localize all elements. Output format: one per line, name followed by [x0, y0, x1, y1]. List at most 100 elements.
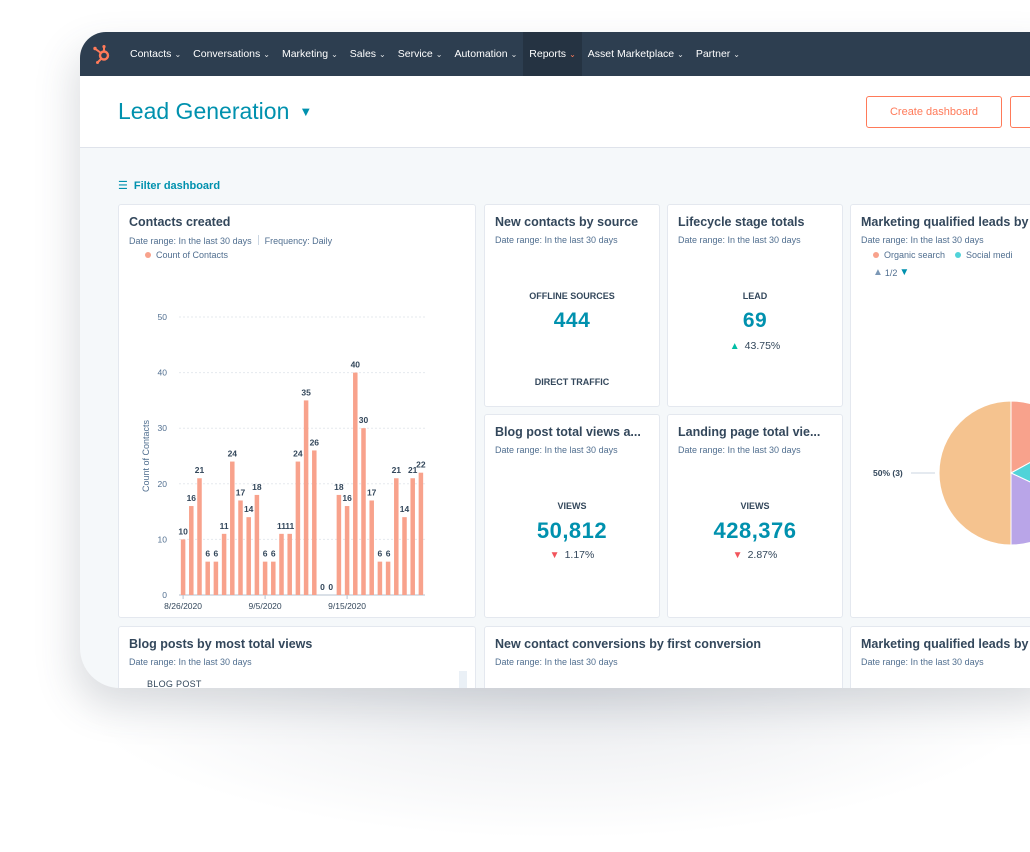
scrollbar[interactable]: [459, 671, 467, 688]
bar-value-label: 6: [378, 549, 383, 559]
bar: [361, 428, 366, 595]
nav-item-partner[interactable]: Partner ⌄: [690, 32, 746, 76]
nav-item-label: Marketing: [281, 48, 329, 60]
bar: [402, 517, 407, 595]
change-value: 43.75%: [744, 340, 781, 352]
nav-item-contacts[interactable]: Contacts ⌄: [124, 32, 187, 76]
bar-value-label: 17: [367, 487, 377, 497]
nav-item-label: Contacts: [130, 48, 172, 60]
blog-post-views-card[interactable]: Blog post total views a... Date range: I…: [484, 414, 660, 618]
bar-value-label: 6: [205, 549, 210, 559]
pie-slice: [938, 400, 1012, 546]
chevron-down-icon: ⌄: [174, 49, 182, 59]
date-range-text: Date range: In the last 30 days: [495, 445, 618, 455]
bar: [295, 461, 301, 595]
y-tick-label: 30: [158, 423, 168, 433]
mql-pie-card[interactable]: Marketing qualified leads by Date range:…: [850, 204, 1030, 618]
bar: [189, 506, 194, 595]
nav-item-sales[interactable]: Sales ⌄: [344, 32, 392, 76]
pie-slice: [1009, 461, 1030, 483]
bar: [287, 533, 292, 595]
pie-slice-label: 50% (3): [873, 468, 903, 478]
new-contacts-by-source-card[interactable]: New contacts by source Date range: In th…: [484, 204, 660, 407]
pager-down-icon[interactable]: ▼: [899, 267, 910, 278]
table-column-header[interactable]: BLOG POST: [147, 679, 202, 688]
nav-item-marketing[interactable]: Marketing ⌄: [276, 32, 344, 76]
bar-value-label: 16: [187, 493, 197, 503]
bar: [418, 472, 424, 595]
chevron-down-icon: ⌄: [379, 49, 386, 59]
lifecycle-stage-card[interactable]: Lifecycle stage totals Date range: In th…: [667, 204, 843, 407]
date-range-text: Date range: In the last 30 days: [678, 445, 801, 455]
y-axis-label: Count of Contacts: [141, 419, 151, 492]
card-title: Marketing qualified leads by: [861, 215, 1029, 229]
chart-legend: Count of Contacts: [145, 250, 228, 260]
pager-text: 1/2: [884, 267, 898, 278]
landing-page-views-card[interactable]: Landing page total vie... Date range: In…: [667, 414, 843, 618]
nav-item-conversations[interactable]: Conversations ⌄: [187, 32, 276, 76]
hubspot-logo-icon[interactable]: [80, 32, 124, 76]
legend-pager[interactable]: ▲ 1/2 ▼: [873, 267, 909, 278]
trend-down-icon: ▼: [549, 550, 560, 561]
bar-value-label: 0: [320, 582, 325, 592]
kpi-label-secondary: DIRECT TRAFFIC: [534, 377, 610, 387]
bar-value-label: 21: [195, 465, 205, 475]
kpi-label: LEAD: [742, 291, 768, 301]
nav-item-label: Partner: [695, 48, 731, 60]
bar-value-label: 16: [342, 493, 352, 503]
filter-sliders-icon: ☰: [118, 180, 128, 192]
mql-secondary-card[interactable]: Marketing qualified leads by Date range:…: [850, 626, 1030, 688]
chevron-down-icon: ⌄: [733, 49, 740, 59]
actions-button[interactable]: [1010, 96, 1030, 128]
legend-dot-icon: [955, 252, 962, 258]
create-dashboard-button[interactable]: Create dashboard: [866, 96, 1002, 128]
bar-value-label: 26: [310, 437, 320, 447]
chevron-down-icon: ⌄: [677, 49, 684, 59]
legend-dot-icon: [873, 252, 879, 258]
x-tick-label: 9/5/2020: [249, 601, 282, 611]
chevron-down-icon: ⌄: [331, 49, 338, 59]
bar: [385, 561, 391, 595]
blog-posts-views-card[interactable]: Blog posts by most total views Date rang…: [118, 626, 476, 688]
nav-item-asset-marketplace[interactable]: Asset Marketplace ⌄: [582, 32, 690, 76]
bar-value-label: 21: [392, 465, 402, 475]
chevron-down-icon: ⌄: [569, 49, 576, 59]
y-tick-label: 20: [158, 479, 168, 489]
bar: [336, 494, 342, 595]
caret-down-icon: ▼: [299, 104, 313, 119]
nav-item-reports[interactable]: Reports ⌄: [523, 32, 582, 76]
bar: [221, 533, 227, 595]
change-value: 1.17%: [564, 549, 595, 561]
app-window: Contacts ⌄ Conversations ⌄ Marketing ⌄ Sales ⌄ S…: [80, 32, 1030, 688]
kpi-change: ▼ 1.17%: [485, 549, 659, 561]
bar-value-label: 17: [236, 487, 246, 497]
trend-up-icon: ▲: [729, 341, 740, 352]
nav-item-service[interactable]: Service ⌄: [392, 32, 449, 76]
bar: [197, 478, 202, 595]
y-tick-label: 10: [158, 534, 168, 544]
x-tick-label: 9/15/2020: [328, 601, 366, 611]
filter-dashboard-link[interactable]: ☰ Filter dashboard: [118, 179, 220, 193]
bar: [303, 400, 309, 595]
trend-down-icon: ▼: [732, 550, 743, 561]
contacts-created-card[interactable]: Contacts created Date range: In the last…: [118, 204, 476, 618]
change-value: 2.87%: [747, 549, 778, 561]
kpi-value: 50,812: [536, 518, 608, 543]
bar: [312, 450, 317, 595]
bar-value-label: 10: [178, 526, 188, 536]
nav-item-automation[interactable]: Automation ⌄: [448, 32, 523, 76]
bar: [238, 500, 243, 595]
kpi-value: 69: [742, 309, 768, 332]
bar-value-label: 18: [252, 482, 262, 492]
card-subtitle: Date range: In the last 30 days Frequency…: [129, 235, 332, 246]
dashboard-selector[interactable]: Lead Generation ▼: [118, 98, 312, 125]
bar: [410, 478, 415, 595]
new-contact-conversions-card[interactable]: New contact conversions by first convers…: [484, 626, 843, 688]
bar: [279, 533, 284, 595]
bar-value-label: 40: [351, 360, 361, 370]
bar-value-label: 14: [400, 504, 410, 514]
bar-value-label: 11: [285, 521, 294, 531]
pager-up-icon[interactable]: ▲: [873, 267, 883, 278]
